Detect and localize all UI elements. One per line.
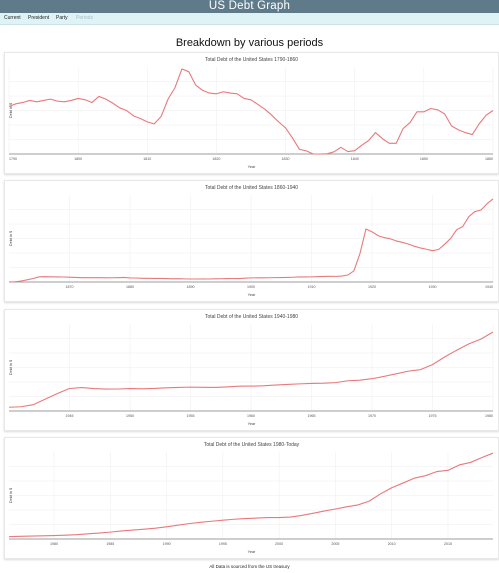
chart-title: Total Debt of the United States 1980-Tod… — [204, 442, 300, 448]
chart-1940-1980: Total Debt of the United States 1940-198… — [8, 314, 494, 426]
chart-card-1860-1940: Total Debt of the United States 1860-194… — [4, 180, 499, 302]
x-tick-label: 1920 — [368, 285, 376, 289]
x-tick-label: 1975 — [429, 414, 437, 418]
x-tick-label: 1970 — [368, 414, 376, 418]
x-tick-label: 1790 — [9, 157, 17, 161]
tab-periods[interactable]: Periods — [76, 15, 93, 21]
chart-title: Total Debt of the United States 1940-198… — [205, 314, 298, 320]
chart-1860-1940: Total Debt of the United States 1860-194… — [8, 185, 494, 297]
chart-1790-1860: Total Debt of the United States 1790-186… — [8, 57, 494, 169]
x-tick-label: 1800 — [74, 157, 82, 161]
x-tick-label: 1990 — [163, 542, 171, 546]
y-axis-label: Debt in $ — [9, 487, 13, 503]
x-tick-label: 1995 — [219, 542, 227, 546]
series-line — [8, 452, 494, 538]
x-tick-label: 2005 — [331, 542, 339, 546]
tab-party[interactable]: Party — [56, 15, 68, 21]
y-axis-label: Debt in $ — [9, 230, 13, 246]
x-tick-label: 1850 — [420, 157, 428, 161]
x-tick-label: 1930 — [429, 285, 437, 289]
nav-bar: Current President Party Periods — [0, 13, 499, 25]
x-tick-label: 1820 — [212, 157, 220, 161]
x-tick-label: 1900 — [247, 285, 255, 289]
x-axis-label: Year — [248, 550, 256, 554]
x-tick-label: 1890 — [187, 285, 195, 289]
x-axis-label: Year — [248, 422, 256, 426]
x-tick-label: 1840 — [351, 157, 359, 161]
x-tick-label: 1965 — [308, 414, 316, 418]
y-axis-label: Debt in $ — [9, 359, 13, 375]
chart-title: Total Debt of the United States 1860-194… — [205, 185, 298, 191]
tab-current[interactable]: Current — [4, 15, 21, 21]
x-tick-label: 2015 — [444, 542, 452, 546]
app-header: US Debt Graph — [0, 0, 499, 13]
chart-1980-today: Total Debt of the United States 1980-Tod… — [8, 442, 494, 554]
x-axis-label: Year — [248, 293, 256, 297]
series-line — [8, 331, 494, 408]
tab-president[interactable]: President — [28, 15, 50, 21]
x-tick-label: 1960 — [247, 414, 255, 418]
x-tick-label: 2000 — [275, 542, 283, 546]
x-tick-label: 1945 — [66, 414, 74, 418]
x-tick-label: 1810 — [143, 157, 151, 161]
footer-note: All Data is sourced from the US treasury — [209, 564, 290, 569]
chart-title: Total Debt of the United States 1790-186… — [205, 57, 298, 63]
x-tick-label: 1870 — [66, 285, 74, 289]
series-line — [8, 68, 494, 155]
app-title: US Debt Graph — [208, 0, 291, 12]
chart-card-1790-1860: Total Debt of the United States 1790-186… — [4, 52, 499, 174]
x-tick-label: 1985 — [106, 542, 114, 546]
x-tick-label: 1980 — [485, 414, 493, 418]
chart-card-1980-today: Total Debt of the United States 1980-Tod… — [4, 437, 499, 559]
x-tick-label: 1980 — [50, 542, 58, 546]
x-tick-label: 1880 — [126, 285, 134, 289]
chart-card-1940-1980: Total Debt of the United States 1940-198… — [4, 309, 499, 431]
y-axis-label: Debt in $ — [9, 102, 13, 118]
page-heading: Breakdown by various periods — [175, 37, 324, 49]
x-tick-label: 2010 — [388, 542, 396, 546]
x-axis-label: Year — [248, 165, 256, 169]
x-tick-label: 1955 — [187, 414, 195, 418]
x-tick-label: 1940 — [485, 285, 493, 289]
x-tick-label: 1830 — [282, 157, 290, 161]
x-tick-label: 1910 — [308, 285, 316, 289]
series-line — [8, 198, 494, 283]
x-tick-label: 1860 — [485, 157, 493, 161]
x-tick-label: 1950 — [126, 414, 134, 418]
